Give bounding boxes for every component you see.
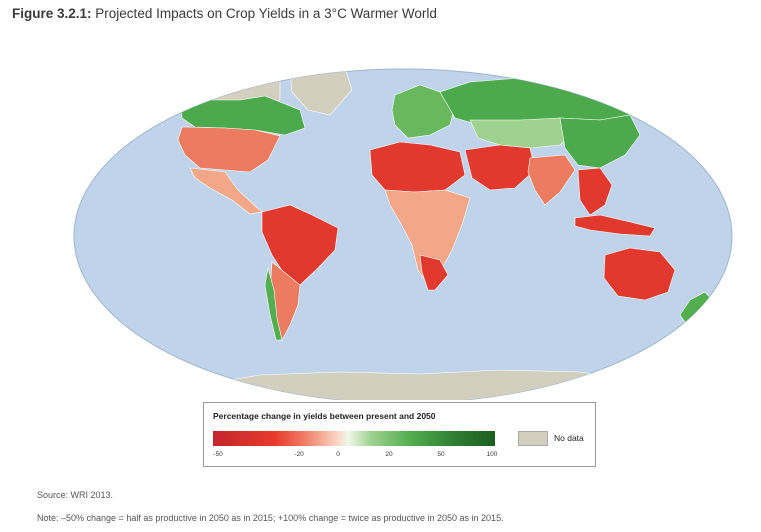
region-mexico-central-america xyxy=(189,167,263,215)
region-greenland xyxy=(289,69,353,116)
region-antarctica xyxy=(199,369,641,400)
legend-tick: 100 xyxy=(486,451,498,458)
source-text: Source: WRI 2013. xyxy=(37,490,114,500)
region-north-africa xyxy=(369,141,466,193)
region-chile-andes xyxy=(264,267,283,341)
region-australia xyxy=(603,247,676,301)
legend-tick: 0 xyxy=(336,451,340,458)
region-china xyxy=(559,114,641,169)
region-southeast-asia xyxy=(577,167,613,216)
world-map xyxy=(73,68,733,400)
region-indonesia xyxy=(574,214,656,237)
region-central-asia xyxy=(469,117,576,149)
legend-color-ramp xyxy=(213,431,495,446)
region-scandinavia-europe xyxy=(391,84,456,139)
legend-title: Percentage change in yields between pres… xyxy=(213,411,436,421)
legend-tick: -50 xyxy=(213,451,223,458)
legend-tick: 50 xyxy=(437,451,445,458)
no-data-label: No data xyxy=(554,433,584,443)
note-text: Note: –50% change = half as productive i… xyxy=(37,513,504,523)
region-brazil xyxy=(261,204,339,286)
legend-tick: 20 xyxy=(385,451,393,458)
region-russia xyxy=(439,77,641,126)
region-canada xyxy=(179,95,306,136)
region-middle-east xyxy=(464,144,536,191)
legend-tick: -20 xyxy=(294,451,304,458)
figure-title: Figure 3.2.1: Projected Impacts on Crop … xyxy=(12,6,437,21)
no-data-swatch xyxy=(518,431,548,446)
region-united-states xyxy=(177,126,281,173)
region-india xyxy=(527,154,576,206)
figure-label: Figure 3.2.1: xyxy=(12,6,92,21)
legend: Percentage change in yields between pres… xyxy=(203,402,596,467)
region-southern-africa xyxy=(419,254,449,291)
figure-title-text: Projected Impacts on Crop Yields in a 3°… xyxy=(95,6,437,21)
